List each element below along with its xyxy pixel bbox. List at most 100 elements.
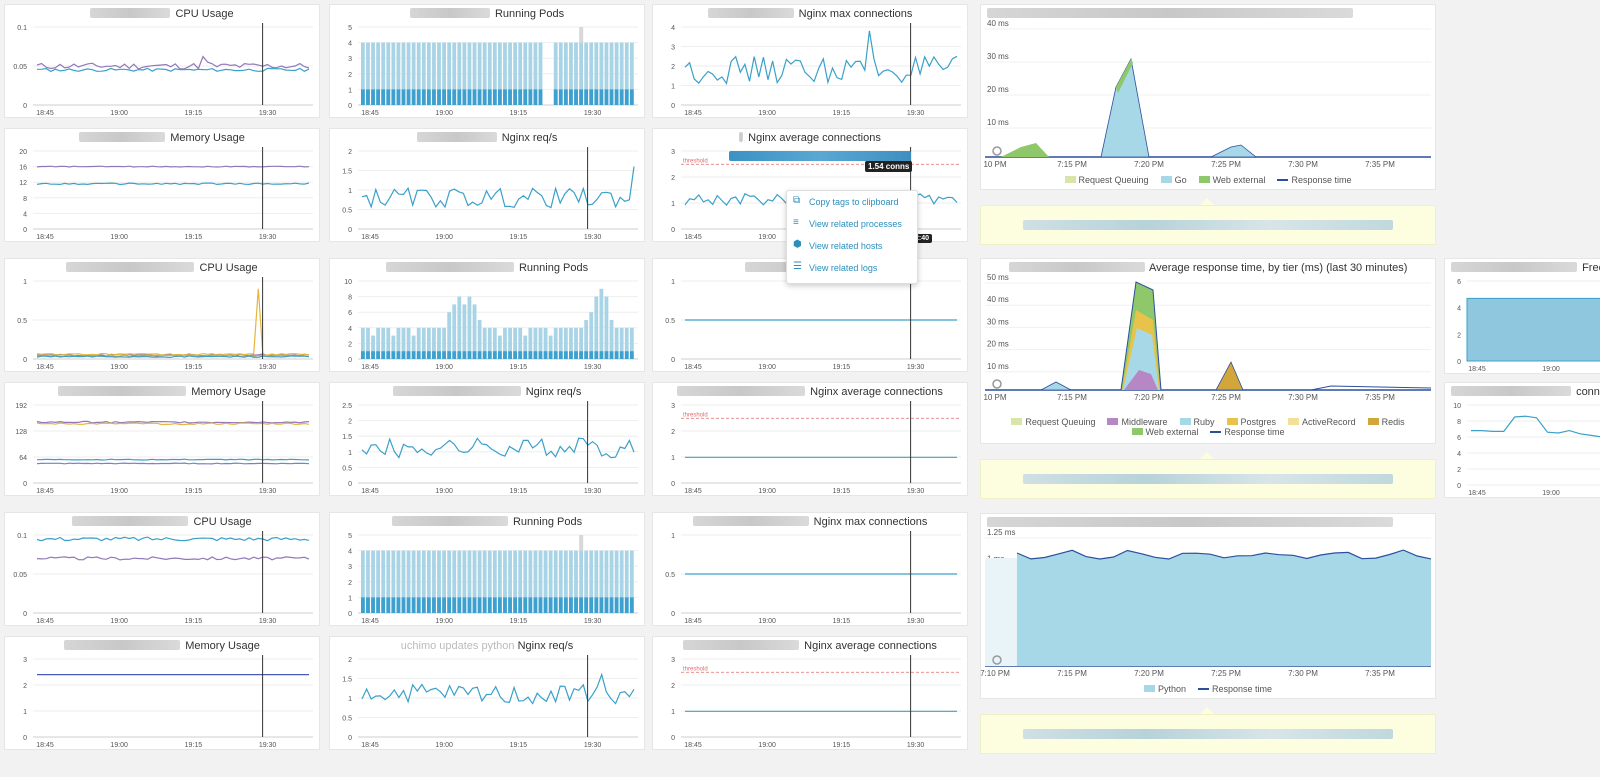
- bar-segment[interactable]: [584, 89, 589, 105]
- bar-segment[interactable]: [518, 89, 523, 105]
- bar-total[interactable]: [533, 327, 538, 359]
- series-line[interactable]: [36, 420, 310, 424]
- bar-total[interactable]: [523, 42, 528, 105]
- panel-p17[interactable]: uchimo updates python Nginx req/s 2 1.5 1 0.…: [329, 636, 645, 750]
- chart-p14[interactable]: 5 4 3 2 1 0 18:45 19:00 19:15 19:30: [330, 513, 646, 627]
- bar-total[interactable]: [533, 550, 538, 613]
- bar-total[interactable]: [447, 42, 452, 105]
- bar-segment[interactable]: [462, 89, 467, 105]
- chart-free-side[interactable]: 6 4 2 0 18:45 19:00: [1445, 259, 1600, 375]
- bar-segment[interactable]: [457, 89, 462, 105]
- bar-total[interactable]: [371, 42, 375, 105]
- bar-segment[interactable]: [594, 597, 599, 613]
- bar-segment[interactable]: [361, 597, 365, 613]
- bar-total[interactable]: [579, 42, 583, 105]
- bar-total[interactable]: [579, 327, 583, 359]
- bar-segment[interactable]: [533, 89, 538, 105]
- legend-item[interactable]: Python: [1143, 684, 1186, 694]
- bar-total[interactable]: [421, 550, 426, 613]
- chart-response-time-python[interactable]: 1.25 ms1 ms0.75 ms0.5 ms0.25 ms7:10 PM7:…: [981, 514, 1437, 700]
- bar-total[interactable]: [614, 550, 619, 613]
- chart-p4[interactable]: 20 16 12 8 4 0 18:45 19:00 19:15 19:30: [5, 129, 321, 243]
- bar-total[interactable]: [594, 550, 599, 613]
- bar-segment[interactable]: [543, 597, 548, 613]
- bar-total[interactable]: [599, 42, 604, 105]
- drag-handle-icon[interactable]: [992, 379, 1002, 389]
- menu-item-copy-tags[interactable]: ⧉ Copy tags to clipboard: [793, 195, 899, 208]
- bar-segment[interactable]: [391, 597, 396, 613]
- bar-segment[interactable]: [376, 597, 381, 613]
- bar-total[interactable]: [437, 327, 441, 359]
- bar-segment[interactable]: [528, 351, 533, 359]
- bar-total[interactable]: [548, 550, 553, 613]
- bar-segment[interactable]: [503, 597, 507, 613]
- legend-item[interactable]: Web external: [1198, 175, 1265, 185]
- bar-total[interactable]: [569, 550, 573, 613]
- bar-segment[interactable]: [391, 351, 396, 359]
- bar-segment[interactable]: [563, 351, 568, 359]
- bar-segment[interactable]: [361, 351, 365, 359]
- bar-total[interactable]: [391, 550, 396, 613]
- bar-total[interactable]: [472, 550, 477, 613]
- bar-total[interactable]: [482, 327, 487, 359]
- bar-total[interactable]: [614, 42, 619, 105]
- legend-item[interactable]: Postgres: [1226, 417, 1276, 427]
- bar-total[interactable]: [406, 550, 411, 613]
- bar-total[interactable]: [498, 335, 502, 359]
- chart-avg-response-by-tier[interactable]: 50 ms 40 ms 30 ms 20 ms 10 ms 10 PM 7:15 PM 7:2…: [981, 259, 1437, 445]
- bar-total[interactable]: [498, 42, 502, 105]
- series-line[interactable]: [36, 536, 310, 542]
- bar-segment[interactable]: [401, 597, 406, 613]
- bar-segment[interactable]: [614, 89, 619, 105]
- panel-p12[interactable]: Nginx average connections 3 2 1 0 18:45 19:00 1…: [652, 382, 968, 496]
- chart-p16[interactable]: 3 2 1 0 18:45 19:00 19:15 19:30: [5, 637, 321, 751]
- bar-segment[interactable]: [584, 597, 589, 613]
- bar-segment[interactable]: [411, 351, 416, 359]
- bar-total[interactable]: [503, 327, 507, 359]
- bar-total[interactable]: [442, 550, 446, 613]
- series-line[interactable]: [36, 182, 310, 186]
- bar-total[interactable]: [569, 327, 573, 359]
- bar-segment[interactable]: [411, 597, 416, 613]
- bar-segment[interactable]: [604, 597, 609, 613]
- bar-total[interactable]: [482, 42, 487, 105]
- bar-segment[interactable]: [579, 351, 583, 359]
- bar-total[interactable]: [437, 550, 441, 613]
- bar-total[interactable]: [619, 327, 624, 359]
- bar-segment[interactable]: [538, 597, 543, 613]
- bar-total[interactable]: [386, 550, 391, 613]
- bar-total[interactable]: [467, 550, 472, 613]
- bar-segment[interactable]: [609, 89, 614, 105]
- bar-segment[interactable]: [518, 597, 523, 613]
- panel-response-time-go[interactable]: 40 ms 30 ms 20 ms 10 ms 10 PM 7:15 PM 7:20 PM 7…: [980, 4, 1436, 190]
- bar-total[interactable]: [366, 42, 370, 105]
- bar-total[interactable]: [563, 327, 568, 359]
- bar-total[interactable]: [553, 327, 558, 359]
- menu-item-view-hosts[interactable]: ⬢ View related hosts: [793, 239, 883, 252]
- bar-segment[interactable]: [426, 351, 431, 359]
- bar-total[interactable]: [426, 42, 431, 105]
- bar-segment[interactable]: [508, 89, 512, 105]
- chart-p12[interactable]: 3 2 1 0 18:45 19:00 19:15 19:30 threshold: [653, 383, 969, 497]
- bar-segment[interactable]: [462, 597, 467, 613]
- bar-total[interactable]: [482, 550, 487, 613]
- bar-segment[interactable]: [604, 351, 609, 359]
- bar-total[interactable]: [432, 42, 436, 105]
- bar-segment[interactable]: [457, 351, 462, 359]
- chart-p15[interactable]: 1 0.5 0 18:45 19:00 19:15 19:30: [653, 513, 969, 627]
- bar-segment[interactable]: [574, 351, 578, 359]
- bar-segment[interactable]: [629, 89, 634, 105]
- bar-total[interactable]: [609, 320, 614, 359]
- bar-total[interactable]: [563, 42, 568, 105]
- bar-total[interactable]: [508, 42, 512, 105]
- chart-p8[interactable]: 10 8 6 4 2 0 18:45 19:00 19:15 19:30: [330, 259, 646, 373]
- bar-total[interactable]: [513, 327, 518, 359]
- panel-avg-response-by-tier[interactable]: Average response time, by tier (ms) (las…: [980, 258, 1436, 444]
- bar-segment[interactable]: [416, 351, 421, 359]
- bar-segment[interactable]: [366, 597, 370, 613]
- bar-total[interactable]: [386, 327, 391, 359]
- bar-total[interactable]: [437, 42, 441, 105]
- bar-segment[interactable]: [533, 597, 538, 613]
- bar-segment[interactable]: [599, 89, 604, 105]
- bar-total[interactable]: [523, 335, 528, 359]
